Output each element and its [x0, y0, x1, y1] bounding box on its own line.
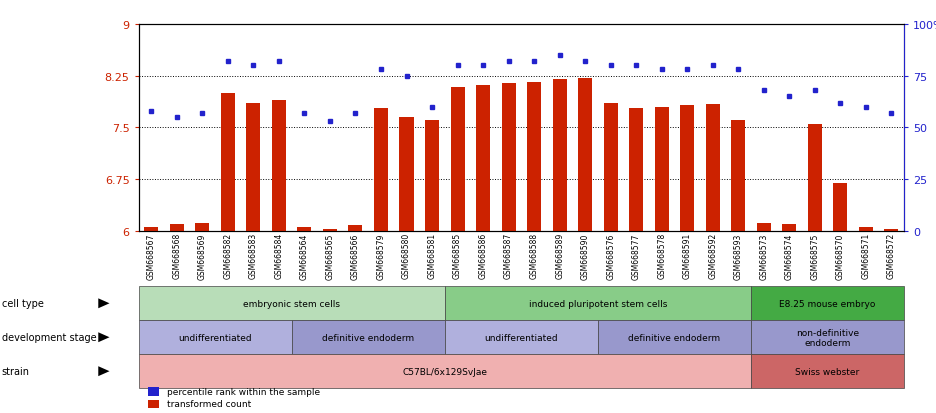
Text: C57BL/6x129SvJae: C57BL/6x129SvJae [402, 367, 488, 376]
Bar [578, 78, 592, 231]
Bar [374, 109, 388, 231]
Bar [527, 83, 541, 231]
Text: development stage: development stage [2, 332, 96, 342]
Bar [348, 226, 362, 231]
Bar [680, 106, 695, 231]
Bar [271, 100, 285, 231]
Bar [782, 224, 797, 231]
Text: E8.25 mouse embryo: E8.25 mouse embryo [780, 299, 876, 308]
Bar [885, 230, 899, 231]
Bar [552, 80, 566, 231]
Bar [298, 228, 312, 231]
Bar [629, 109, 643, 231]
Text: non-definitive
endoderm: non-definitive endoderm [796, 328, 859, 347]
Text: definitive endoderm: definitive endoderm [628, 333, 721, 342]
Bar [323, 230, 337, 231]
Text: undifferentiated: undifferentiated [485, 333, 558, 342]
Bar [425, 121, 439, 231]
Text: transformed count: transformed count [167, 399, 251, 408]
Bar [604, 104, 618, 231]
Text: Swiss webster: Swiss webster [796, 367, 860, 376]
Bar [731, 121, 745, 231]
Bar [706, 104, 720, 231]
Bar [196, 223, 210, 231]
Bar [757, 223, 771, 231]
Bar [400, 118, 414, 231]
Bar [221, 94, 235, 231]
Text: cell type: cell type [2, 299, 44, 309]
Bar [502, 84, 516, 231]
Bar [450, 88, 464, 231]
Text: strain: strain [2, 366, 30, 376]
Text: undifferentiated: undifferentiated [178, 333, 252, 342]
Bar [654, 107, 668, 231]
Bar [833, 183, 847, 231]
Text: definitive endoderm: definitive endoderm [322, 333, 415, 342]
Bar [144, 228, 158, 231]
Bar [859, 228, 873, 231]
Bar [246, 104, 260, 231]
Text: embryonic stem cells: embryonic stem cells [243, 299, 340, 308]
Text: percentile rank within the sample: percentile rank within the sample [167, 387, 320, 396]
Bar [476, 85, 490, 231]
Text: induced pluripotent stem cells: induced pluripotent stem cells [529, 299, 667, 308]
Bar [169, 224, 183, 231]
Bar [808, 125, 822, 231]
